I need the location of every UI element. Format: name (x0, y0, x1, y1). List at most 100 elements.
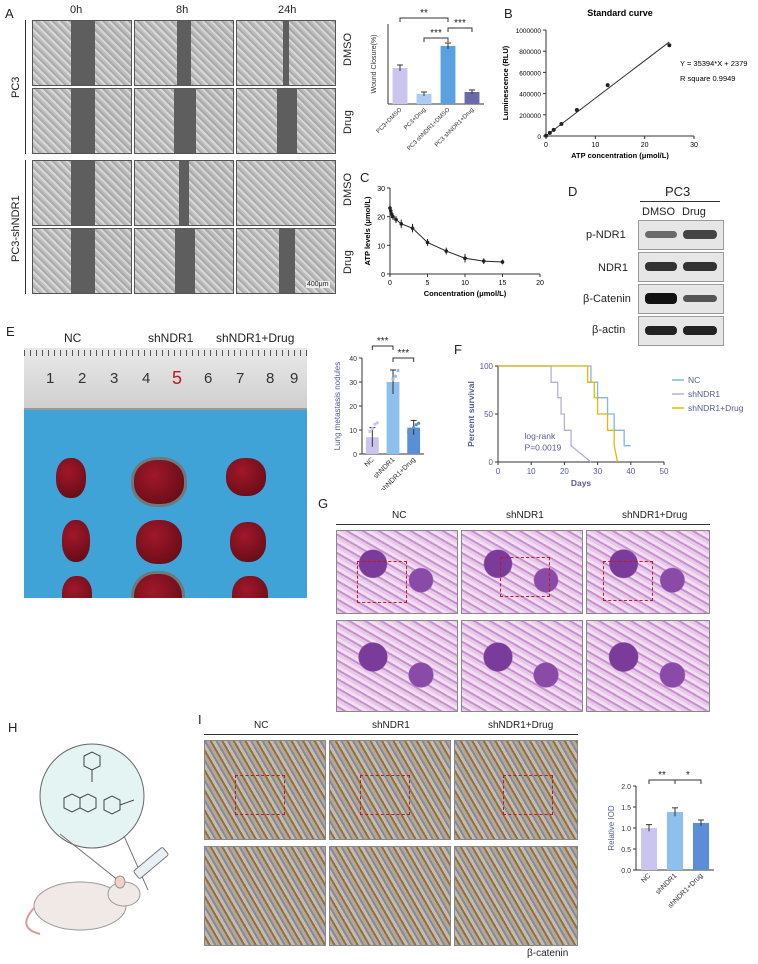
time-label-0h: 0h (70, 4, 83, 16)
data-point (370, 426, 374, 431)
x-axis-label: Days (571, 478, 592, 488)
group-label-shndr1-drug: shNDR1+Drug (488, 720, 554, 731)
significance-bracket (371, 345, 394, 350)
data-point (463, 256, 467, 261)
ihc-image (329, 740, 451, 840)
ruler-number: 4 (142, 370, 151, 387)
condition-label: Drug (342, 250, 354, 274)
stain-label: β-catenin (527, 948, 569, 959)
wound-image (32, 160, 132, 226)
ruler-number: 3 (110, 370, 119, 387)
y-axis-label: Percent survival (466, 381, 476, 447)
group-label-shndr1: shNDR1 (148, 331, 194, 345)
data-point (414, 423, 418, 427)
y-tick-label: 20 (349, 404, 357, 411)
header-line (336, 524, 710, 525)
data-point (412, 426, 416, 430)
zoom-box (503, 775, 553, 815)
x-tick-label: 20 (536, 280, 544, 287)
row-group-pc3-shndr1: PC3-shNDR1 (10, 195, 22, 262)
ruler-number: 1 (46, 370, 55, 387)
chart-title: Standard curve (587, 8, 653, 18)
significance-label: ** (658, 770, 666, 781)
x-tick-label: 30 (593, 467, 602, 476)
ruler-number: 7 (236, 370, 245, 387)
he-image (586, 530, 710, 614)
logrank-label: log-rank (525, 431, 556, 441)
wound-image (134, 20, 234, 86)
x-tick-label: 15 (499, 280, 507, 287)
he-zoom-image (461, 620, 583, 712)
legend-label: shNDR1 (688, 389, 720, 399)
y-tick-label: 1000000 (516, 28, 542, 35)
y-tick-label: 1.0 (621, 826, 631, 833)
y-tick-label: 30 (377, 186, 385, 193)
protein-label: β-Catenin (583, 293, 631, 305)
x-tick-label: 50 (660, 467, 669, 476)
data-point (559, 122, 564, 127)
data-point (544, 133, 548, 138)
wound-image (32, 228, 132, 294)
x-axis-label: Concentration (μmol/L) (424, 289, 507, 298)
legend-label: NC (688, 375, 700, 385)
x-tick-label: 10 (461, 280, 469, 287)
y-tick-label: 400000 (519, 92, 541, 99)
significance-bracket (447, 27, 473, 32)
wound-image (134, 88, 234, 154)
y-tick-label: 0 (381, 272, 385, 279)
blot-strip (638, 220, 724, 250)
data-point (388, 386, 393, 390)
data-point (667, 43, 672, 48)
lung-specimen (134, 574, 182, 598)
bar (666, 812, 684, 870)
ihc-zoom-image (329, 846, 451, 946)
wound-image (236, 20, 336, 86)
y-tick-label: 20 (377, 215, 385, 222)
significance-label: * (686, 770, 690, 781)
lung-specimen (232, 576, 268, 598)
condition-label: Drug (342, 110, 354, 134)
bar (392, 68, 408, 104)
data-point (396, 368, 400, 373)
category-label: PC3 shNDR1+DMSO (407, 107, 452, 152)
data-point (399, 222, 404, 226)
significance-label: ** (420, 8, 428, 19)
group-label-nc: NC (254, 720, 269, 731)
western-cell-line: PC3 (665, 184, 691, 199)
x-tick-label: 10 (591, 142, 599, 149)
significance-label: *** (397, 348, 409, 359)
bar (464, 92, 480, 104)
panel-h-letter: H (8, 720, 18, 735)
x-tick-label: 0 (496, 467, 501, 476)
row-group-bracket (25, 20, 26, 154)
x-tick-label: 10 (527, 467, 536, 476)
bar (692, 822, 710, 870)
ruler: 1 2 3 4 5 6 7 8 9 (24, 348, 307, 410)
data-point (500, 260, 505, 264)
row-group-bracket (25, 160, 26, 294)
panel-d-letter: D (568, 184, 578, 199)
data-point (386, 389, 390, 393)
panel-g-letter: G (318, 496, 329, 511)
category-label: PC3+DMSO (376, 107, 404, 135)
group-label-shndr1-drug: shNDR1+Drug (622, 510, 688, 521)
significance-label: *** (454, 18, 466, 29)
he-zoom-image (586, 620, 710, 712)
data-point (368, 429, 372, 434)
y-axis-label: ATP levels (μmol/L) (363, 196, 372, 265)
lung-specimen (230, 522, 266, 562)
y-tick-label: 800000 (519, 49, 541, 56)
blot-band (645, 326, 677, 335)
zoom-box (500, 557, 550, 597)
data-point (407, 430, 411, 434)
blot-band (683, 326, 717, 335)
significance-label: *** (377, 336, 389, 347)
blot-band (683, 230, 717, 239)
wound-image (236, 160, 336, 226)
equation-label: Y = 35394*X + 2379 (680, 59, 747, 68)
x-axis-label: ATP concentration (μmol/L) (571, 151, 669, 160)
category-label: NC (364, 456, 376, 468)
ruler-number: 8 (266, 370, 275, 387)
fit-line (545, 41, 670, 137)
protein-label: β-actin (592, 324, 626, 336)
